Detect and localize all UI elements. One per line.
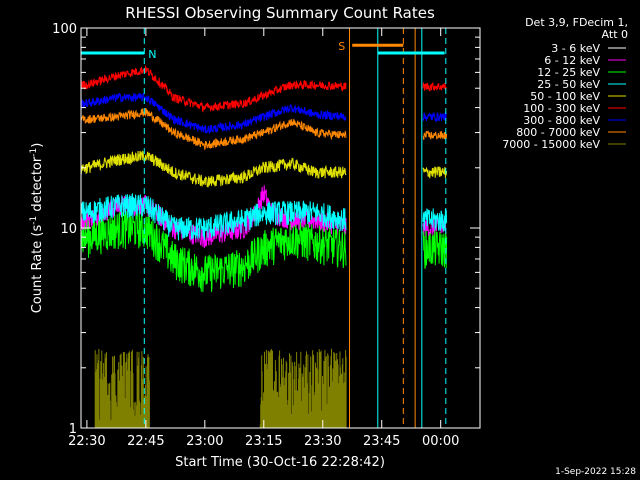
footer-date: 1-Sep-2022 15:28 xyxy=(555,467,636,477)
series-line-5-seg1 xyxy=(422,81,448,92)
series-3 xyxy=(80,192,448,241)
chart-title: RHESSI Observing Summary Count Rates xyxy=(125,4,435,22)
y-axis-label-sup1: -1 xyxy=(29,216,39,225)
legend-label-2: 12 - 25 keV xyxy=(537,66,600,79)
legend-label-4: 50 - 100 keV xyxy=(530,90,600,103)
series-layer xyxy=(80,65,448,428)
series-4 xyxy=(80,150,448,188)
series-line-8 xyxy=(94,348,347,428)
y-axis-label-part3: ) xyxy=(30,143,45,148)
series-8 xyxy=(94,348,347,428)
y-tick-label-0: 1 xyxy=(69,422,77,437)
x-tick-label-4: 23:30 xyxy=(304,434,341,449)
legend-label-6: 300 - 800 keV xyxy=(523,114,600,127)
y-axis-label-part2: detector xyxy=(30,156,45,216)
series-7 xyxy=(80,107,448,151)
legend-label-1: 6 - 12 keV xyxy=(544,54,600,67)
series-0 xyxy=(80,73,448,132)
y-axis-label-part1: Count Rate (s xyxy=(30,225,45,314)
x-tick-label-6: 00:00 xyxy=(422,434,459,449)
series-line-2-seg0 xyxy=(80,210,347,293)
series-line-3-seg1 xyxy=(422,208,448,232)
legend-label-0: 3 - 6 keV xyxy=(551,42,600,55)
x-tick-label-1: 22:45 xyxy=(127,434,164,449)
flag-label-0: N xyxy=(148,48,156,61)
series-line-0-seg0 xyxy=(80,73,347,130)
series-line-5-seg0 xyxy=(80,65,347,113)
x-tick-label-3: 23:15 xyxy=(245,434,282,449)
legend-label-3: 25 - 50 keV xyxy=(537,78,600,91)
legend-label-5: 100 - 300 keV xyxy=(523,102,600,115)
legend-label-7: 800 - 7000 keV xyxy=(516,126,600,139)
axis-layer: 22:30 22:45 23:00 23:15 23:30 23:45 00:00 1 10 10… xyxy=(52,22,480,449)
series-line-7-seg0 xyxy=(80,107,347,151)
y-axis-label-sup2: -1 xyxy=(29,148,39,157)
legend-header-1: Att 0 xyxy=(602,28,628,41)
x-tick-label-2: 23:00 xyxy=(186,434,223,449)
y-tick-label-1: 10 xyxy=(60,222,77,237)
flag-label-1: S xyxy=(338,40,345,53)
series-5 xyxy=(80,65,448,113)
series-line-6-seg1 xyxy=(422,111,447,123)
series-line-4-seg1 xyxy=(422,166,448,179)
series-line-4-seg0 xyxy=(80,150,347,188)
legend-header-0: Det 3,9, FDecim 1, xyxy=(525,16,628,29)
x-tick-label-5: 23:45 xyxy=(363,434,400,449)
series-line-6-seg0 xyxy=(80,92,347,134)
y-axis-label: Count Rate (s-1 detector-1) xyxy=(29,143,45,314)
x-tick-label-0: 22:30 xyxy=(68,434,105,449)
series-line-0-seg1 xyxy=(422,113,448,132)
y-tick-label-2: 100 xyxy=(52,22,77,37)
series-6 xyxy=(80,92,447,134)
x-axis-label: Start Time (30-Oct-16 22:28:42) xyxy=(175,455,385,470)
series-line-7-seg1 xyxy=(422,130,448,140)
series-line-3-seg0 xyxy=(80,192,347,241)
legend-label-8: 7000 - 15000 keV xyxy=(502,138,600,151)
